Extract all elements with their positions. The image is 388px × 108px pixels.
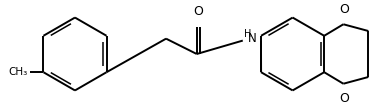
Text: O: O bbox=[340, 92, 349, 105]
Text: H: H bbox=[244, 29, 251, 39]
Text: O: O bbox=[340, 3, 349, 16]
Text: O: O bbox=[193, 5, 203, 18]
Text: CH₃: CH₃ bbox=[9, 67, 28, 77]
Text: N: N bbox=[248, 32, 256, 45]
